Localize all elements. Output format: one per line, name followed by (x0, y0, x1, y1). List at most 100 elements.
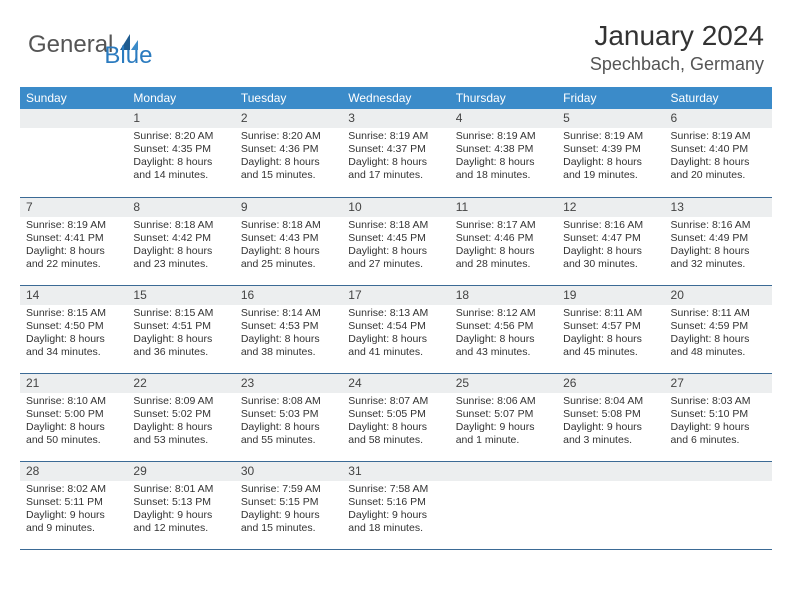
calendar-week-row: 21Sunrise: 8:10 AMSunset: 5:00 PMDayligh… (20, 373, 772, 461)
day-number: 18 (450, 286, 557, 305)
day-line: Daylight: 9 hours (26, 509, 121, 522)
calendar-day-cell: 26Sunrise: 8:04 AMSunset: 5:08 PMDayligh… (557, 373, 664, 461)
day-line: Daylight: 9 hours (348, 509, 443, 522)
day-line: and 12 minutes. (133, 522, 228, 535)
day-content: Sunrise: 8:06 AMSunset: 5:07 PMDaylight:… (450, 393, 557, 452)
day-line: Sunrise: 8:20 AM (241, 130, 336, 143)
day-number: 17 (342, 286, 449, 305)
day-line: and 28 minutes. (456, 258, 551, 271)
calendar-day-cell: 2Sunrise: 8:20 AMSunset: 4:36 PMDaylight… (235, 109, 342, 197)
day-line: Daylight: 9 hours (563, 421, 658, 434)
day-line: and 1 minute. (456, 434, 551, 447)
day-line: Daylight: 9 hours (241, 509, 336, 522)
calendar-day-cell: 15Sunrise: 8:15 AMSunset: 4:51 PMDayligh… (127, 285, 234, 373)
day-line: Sunset: 4:57 PM (563, 320, 658, 333)
day-line: Sunrise: 7:58 AM (348, 483, 443, 496)
day-line: Sunrise: 8:19 AM (348, 130, 443, 143)
day-number: 26 (557, 374, 664, 393)
logo: General Blue (28, 20, 152, 70)
day-line: Sunrise: 8:02 AM (26, 483, 121, 496)
day-line: Daylight: 8 hours (241, 421, 336, 434)
day-number: 25 (450, 374, 557, 393)
day-number: 1 (127, 109, 234, 128)
day-line: Sunset: 5:03 PM (241, 408, 336, 421)
day-line: and 38 minutes. (241, 346, 336, 359)
day-line: Sunset: 4:46 PM (456, 232, 551, 245)
day-header: Saturday (665, 87, 772, 109)
day-line: Sunset: 4:41 PM (26, 232, 121, 245)
day-content: Sunrise: 8:08 AMSunset: 5:03 PMDaylight:… (235, 393, 342, 452)
day-line: and 43 minutes. (456, 346, 551, 359)
day-content (665, 481, 772, 487)
day-content: Sunrise: 8:19 AMSunset: 4:38 PMDaylight:… (450, 128, 557, 187)
day-line: Sunrise: 8:07 AM (348, 395, 443, 408)
calendar-day-cell: 7Sunrise: 8:19 AMSunset: 4:41 PMDaylight… (20, 197, 127, 285)
day-line: Sunset: 5:10 PM (671, 408, 766, 421)
day-number: 5 (557, 109, 664, 128)
day-number (450, 462, 557, 481)
calendar-day-cell: 9Sunrise: 8:18 AMSunset: 4:43 PMDaylight… (235, 197, 342, 285)
day-line: Sunrise: 7:59 AM (241, 483, 336, 496)
day-line: Sunrise: 8:16 AM (563, 219, 658, 232)
day-line: and 41 minutes. (348, 346, 443, 359)
day-line: and 25 minutes. (241, 258, 336, 271)
day-number: 7 (20, 198, 127, 217)
day-line: Daylight: 8 hours (671, 156, 766, 169)
day-line: Sunrise: 8:01 AM (133, 483, 228, 496)
day-line: Daylight: 8 hours (26, 333, 121, 346)
day-number: 8 (127, 198, 234, 217)
day-line: Sunrise: 8:19 AM (563, 130, 658, 143)
day-line: Sunset: 5:08 PM (563, 408, 658, 421)
day-number: 13 (665, 198, 772, 217)
calendar-day-cell: 10Sunrise: 8:18 AMSunset: 4:45 PMDayligh… (342, 197, 449, 285)
day-content: Sunrise: 8:19 AMSunset: 4:39 PMDaylight:… (557, 128, 664, 187)
day-number: 27 (665, 374, 772, 393)
day-number: 30 (235, 462, 342, 481)
day-line: Sunrise: 8:12 AM (456, 307, 551, 320)
logo-text-general: General (28, 31, 113, 59)
calendar-day-cell: 21Sunrise: 8:10 AMSunset: 5:00 PMDayligh… (20, 373, 127, 461)
day-number: 11 (450, 198, 557, 217)
day-line: and 58 minutes. (348, 434, 443, 447)
day-line: Sunrise: 8:11 AM (671, 307, 766, 320)
calendar-day-cell: 24Sunrise: 8:07 AMSunset: 5:05 PMDayligh… (342, 373, 449, 461)
calendar-day-cell: 5Sunrise: 8:19 AMSunset: 4:39 PMDaylight… (557, 109, 664, 197)
day-line: Sunrise: 8:09 AM (133, 395, 228, 408)
day-line: and 17 minutes. (348, 169, 443, 182)
day-content: Sunrise: 8:19 AMSunset: 4:41 PMDaylight:… (20, 217, 127, 276)
day-line: Sunrise: 8:17 AM (456, 219, 551, 232)
day-number: 10 (342, 198, 449, 217)
calendar-week-row: 28Sunrise: 8:02 AMSunset: 5:11 PMDayligh… (20, 461, 772, 549)
day-content: Sunrise: 8:14 AMSunset: 4:53 PMDaylight:… (235, 305, 342, 364)
day-line: and 48 minutes. (671, 346, 766, 359)
day-content: Sunrise: 8:18 AMSunset: 4:43 PMDaylight:… (235, 217, 342, 276)
day-line: Daylight: 8 hours (348, 156, 443, 169)
day-line: Sunset: 5:11 PM (26, 496, 121, 509)
day-line: Sunset: 5:13 PM (133, 496, 228, 509)
day-line: and 53 minutes. (133, 434, 228, 447)
day-number: 2 (235, 109, 342, 128)
day-line: Sunrise: 8:18 AM (348, 219, 443, 232)
day-header-row: Sunday Monday Tuesday Wednesday Thursday… (20, 87, 772, 109)
day-content: Sunrise: 8:03 AMSunset: 5:10 PMDaylight:… (665, 393, 772, 452)
day-content: Sunrise: 8:02 AMSunset: 5:11 PMDaylight:… (20, 481, 127, 540)
day-line: Sunrise: 8:15 AM (133, 307, 228, 320)
day-line: and 30 minutes. (563, 258, 658, 271)
day-line: Sunrise: 8:16 AM (671, 219, 766, 232)
calendar-day-cell: 6Sunrise: 8:19 AMSunset: 4:40 PMDaylight… (665, 109, 772, 197)
day-line: Daylight: 8 hours (241, 333, 336, 346)
calendar-day-cell (20, 109, 127, 197)
day-content: Sunrise: 8:10 AMSunset: 5:00 PMDaylight:… (20, 393, 127, 452)
location: Spechbach, Germany (590, 54, 764, 75)
day-content: Sunrise: 8:19 AMSunset: 4:37 PMDaylight:… (342, 128, 449, 187)
day-content: Sunrise: 8:19 AMSunset: 4:40 PMDaylight:… (665, 128, 772, 187)
day-line: and 14 minutes. (133, 169, 228, 182)
day-line: Daylight: 8 hours (26, 421, 121, 434)
title-block: January 2024 Spechbach, Germany (590, 20, 764, 75)
day-number: 22 (127, 374, 234, 393)
day-line: Daylight: 8 hours (348, 421, 443, 434)
day-line: Sunset: 4:49 PM (671, 232, 766, 245)
calendar-day-cell: 31Sunrise: 7:58 AMSunset: 5:16 PMDayligh… (342, 461, 449, 549)
day-line: Sunrise: 8:18 AM (241, 219, 336, 232)
day-content: Sunrise: 8:12 AMSunset: 4:56 PMDaylight:… (450, 305, 557, 364)
